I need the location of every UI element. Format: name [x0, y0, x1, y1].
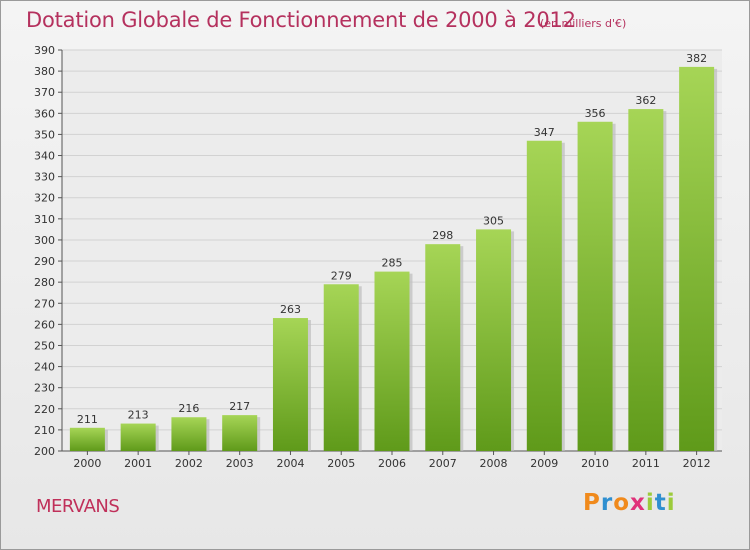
- y-tick-label: 300: [34, 234, 55, 247]
- data-label: 279: [331, 269, 352, 282]
- y-tick-label: 330: [34, 171, 55, 184]
- y-tick-label: 380: [34, 65, 55, 78]
- data-label: 263: [280, 303, 301, 316]
- data-label: 285: [382, 257, 403, 270]
- y-tick-label: 390: [34, 44, 55, 57]
- data-label: 298: [432, 229, 453, 242]
- bar: [69, 427, 105, 451]
- bar-layer: [69, 66, 718, 452]
- bar: [526, 140, 562, 451]
- label-layer: 211 213 216 217 263 279 285 298 305 347 356 362 382: [77, 52, 707, 426]
- x-tick-label: 2005: [327, 457, 355, 470]
- bar: [171, 417, 207, 451]
- chart-title: Dotation Globale de Fonctionnement de 20…: [26, 8, 576, 32]
- y-tick-label: 250: [34, 339, 55, 352]
- data-label: 347: [534, 126, 555, 139]
- logo-letter: i: [666, 490, 676, 516]
- y-tick-label: 270: [34, 297, 55, 310]
- x-tick-label: 2009: [530, 457, 558, 470]
- x-tick-label: 2007: [429, 457, 457, 470]
- y-tick-label: 260: [34, 318, 55, 331]
- bar: [425, 244, 461, 451]
- data-label: 382: [686, 52, 707, 65]
- y-tick-label: 340: [34, 150, 55, 163]
- bar: [222, 415, 258, 451]
- y-tick-label: 280: [34, 276, 55, 289]
- data-label: 217: [229, 400, 250, 413]
- x-tick-label: 2012: [683, 457, 711, 470]
- data-label: 362: [635, 94, 656, 107]
- logo-letter: t: [654, 490, 667, 516]
- logo-letter: i: [645, 490, 655, 516]
- data-label: 305: [483, 214, 504, 227]
- data-label: 216: [178, 402, 199, 415]
- x-tick-label: 2010: [581, 457, 609, 470]
- x-tick-label: 2002: [175, 457, 203, 470]
- bar: [476, 229, 512, 451]
- unit-label: (en milliers d'€): [540, 17, 627, 30]
- x-tick-label: 2000: [73, 457, 101, 470]
- y-tick-label: 210: [34, 424, 55, 437]
- logo-letter: P: [583, 490, 601, 516]
- y-tick-label: 240: [34, 361, 55, 374]
- y-tick-label: 310: [34, 213, 55, 226]
- bar: [628, 109, 664, 452]
- axis-layer: 200 210 220 230 240 250 260 270 280 290 300 310 320 3…: [34, 44, 722, 470]
- x-tick-label: 2004: [276, 457, 304, 470]
- logo-letter: x: [630, 490, 646, 516]
- y-tick-label: 350: [34, 128, 55, 141]
- y-tick-label: 200: [34, 445, 55, 458]
- y-tick-label: 290: [34, 255, 55, 268]
- logo-letter: o: [613, 490, 631, 516]
- x-tick-label: 2003: [226, 457, 254, 470]
- bar: [323, 284, 359, 451]
- data-label: 356: [585, 107, 606, 120]
- x-tick-label: 2008: [480, 457, 508, 470]
- proxiti-logo: Proxiti: [583, 490, 676, 516]
- y-tick-label: 220: [34, 403, 55, 416]
- bar: [374, 271, 410, 451]
- bar: [577, 121, 613, 451]
- y-tick-label: 370: [34, 86, 55, 99]
- commune-name: MERVANS: [36, 496, 120, 517]
- x-tick-label: 2011: [632, 457, 660, 470]
- logo-letter: r: [600, 490, 614, 516]
- bar: [120, 423, 156, 451]
- x-tick-label: 2001: [124, 457, 152, 470]
- x-tick-label: 2006: [378, 457, 406, 470]
- bar: [679, 66, 715, 451]
- y-tick-label: 360: [34, 107, 55, 120]
- y-tick-label: 230: [34, 382, 55, 395]
- bar: [272, 318, 308, 451]
- y-tick-label: 320: [34, 192, 55, 205]
- data-label: 211: [77, 413, 98, 426]
- data-label: 213: [128, 409, 149, 422]
